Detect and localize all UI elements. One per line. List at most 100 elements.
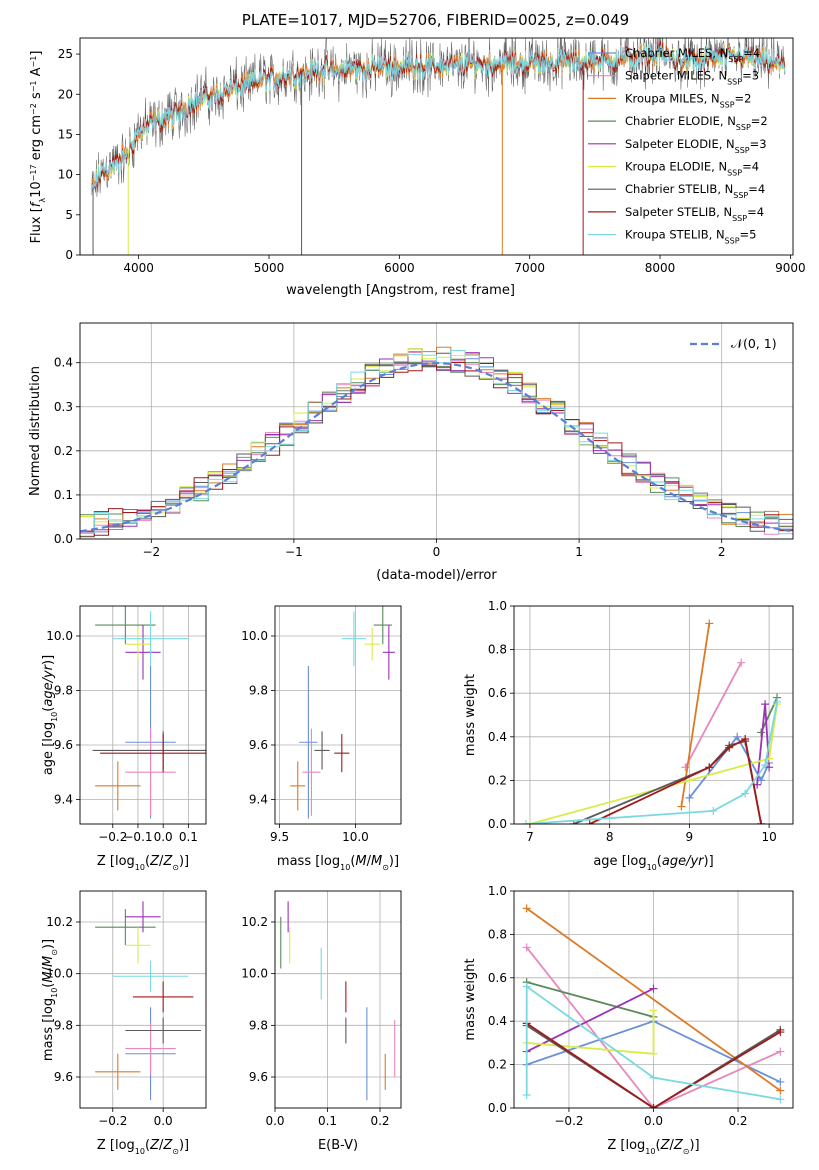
data-point (125, 1022, 176, 1075)
x-tick-label: 8 (606, 830, 614, 844)
y-tick-label: 5 (65, 208, 73, 222)
point-marker (685, 793, 694, 802)
y-tick-label: 0.2 (488, 773, 507, 787)
axes-frame: −0.2 0.0 0.2 0.0 0.2 0.4 0.6 0.8 1.0 Z [log10(Z/Z… (463, 884, 794, 1156)
age-mass-axes-xlabel: mass [log10(M/M⊙)] (277, 854, 399, 872)
plot-area (80, 346, 793, 538)
point-marker (649, 1104, 658, 1108)
data-point (95, 909, 156, 946)
point-marker (773, 697, 782, 706)
plot-area (92, 606, 206, 819)
x-tick-label: 6000 (384, 261, 415, 275)
data-point (299, 665, 318, 819)
point-marker (649, 1049, 658, 1058)
axes-frame: 9.5 10.0 9.4 9.6 9.8 10.0 mass [log10(M/M⊙)] (241, 605, 402, 872)
point-marker (776, 1028, 785, 1037)
point-marker (522, 904, 531, 913)
y-tick-label: 9.6 (249, 1070, 268, 1084)
y-tick-label: 20 (58, 87, 73, 101)
axes-box (513, 605, 794, 825)
x-tick-label: 7000 (514, 261, 545, 275)
y-tick-label: 0.3 (54, 400, 73, 414)
x-tick-label: 0.0 (154, 1114, 173, 1128)
series-line (526, 1024, 781, 1108)
y-tick-label: 0.4 (488, 1014, 507, 1028)
data-point (341, 611, 367, 666)
point-marker (677, 802, 686, 811)
weight-z-axes-xlabel: Z [log10(Z/Z⊙)] (607, 1138, 699, 1156)
point-marker (757, 728, 766, 737)
x-tick-label: 7 (526, 830, 534, 844)
axes-frame: −0.2 0.0 9.6 9.8 10.0 10.2 Z [log10(Z/Z⊙)] mass… (41, 890, 207, 1156)
series-kroupa-stelib (522, 982, 785, 1104)
y-tick-label: 9.8 (249, 683, 268, 697)
y-tick-label: 0.0 (488, 817, 507, 831)
y-tick-label: 10.0 (241, 967, 268, 981)
series-salpeter-stelib (585, 734, 766, 824)
mass-ebv-axes: 0.0 0.1 0.2 9.6 9.8 10.0 10.2 E(B-V) (241, 890, 402, 1153)
y-tick-label: 10.0 (46, 629, 73, 643)
x-tick-label: 0.1 (179, 830, 198, 844)
figure-title: PLATE=1017, MJD=52706, FIBERID=0025, z=0… (0, 11, 819, 29)
data-point (125, 728, 176, 816)
point-marker (741, 734, 750, 743)
histogram-salpeter-stelib (80, 362, 793, 536)
weight-age-axes-ylabel: mass weight (463, 674, 478, 756)
point-marker (725, 743, 734, 752)
mass-z-axes: −0.2 0.0 9.6 9.8 10.0 10.2 Z [log10(Z/Z⊙)] mass… (41, 890, 207, 1156)
data-point (100, 734, 206, 773)
x-tick-label: 10 (761, 830, 776, 844)
series-line (526, 907, 781, 1092)
weight-age-axes: 7 8 9 10 0.0 0.2 0.4 0.6 0.8 1.0 age [log10(age/yr… (463, 599, 794, 872)
point-marker (705, 763, 714, 772)
weight-age-axes-xlabel: age [log10(age/yr)] (593, 854, 713, 872)
legend-entry: Kroupa ELODIE, NSSP=4 (625, 160, 759, 178)
series-line (529, 703, 778, 824)
point-marker (709, 806, 718, 815)
series-kroupa-miles (522, 904, 785, 1095)
plot-area (521, 619, 782, 824)
y-tick-label: 0.1 (54, 488, 73, 502)
weight-z-axes-ylabel: mass weight (463, 958, 478, 1040)
axes-box (274, 890, 402, 1109)
y-tick-label: 0.4 (54, 356, 73, 370)
x-tick-label: 0.0 (154, 830, 173, 844)
y-tick-label: 9.6 (54, 738, 73, 752)
axes-box (79, 605, 207, 825)
x-tick-label: −0.2 (554, 1114, 583, 1128)
point-marker (649, 1073, 658, 1082)
age-z-axes: −0.2−0.1 0.0 0.1 9.4 9.6 9.8 10.0 Z [log10(Z/Z⊙… (41, 605, 207, 872)
spectrum-legend: Chabrier MILES, NSSP=4 Salpeter MILES, NS… (588, 46, 768, 245)
series-line (526, 1022, 781, 1108)
y-tick-label: 1.0 (488, 884, 507, 898)
y-tick-label: 0.2 (488, 1058, 507, 1072)
point-marker (776, 1077, 785, 1086)
histogram-chabrier-miles (80, 351, 793, 533)
data-point (95, 1053, 141, 1090)
y-tick-label: 0.4 (488, 730, 507, 744)
plot-area (290, 606, 395, 819)
point-marker (522, 943, 531, 952)
y-tick-label: 10.2 (241, 915, 268, 929)
y-tick-label: 9.4 (249, 792, 268, 806)
point-marker (522, 982, 531, 991)
axes-frame: 7 8 9 10 0.0 0.2 0.4 0.6 0.8 1.0 age [log10(age/yr… (463, 599, 794, 872)
point-marker (761, 700, 770, 709)
y-tick-label: 1.0 (488, 599, 507, 613)
y-tick-label: 9.8 (54, 1018, 73, 1032)
data-point (334, 734, 350, 773)
point-marker (776, 1047, 785, 1056)
series-line (526, 987, 654, 1053)
x-tick-label: 0.0 (265, 1114, 284, 1128)
series-line (526, 981, 654, 1018)
x-tick-label: 0.0 (644, 1114, 663, 1128)
x-tick-label: 0 (433, 545, 441, 559)
x-tick-label: 9000 (775, 261, 806, 275)
histogram-kroupa-stelib (80, 350, 793, 535)
plot-area (522, 904, 785, 1108)
figure-title-text: PLATE=1017, MJD=52706, FIBERID=0025, z=0… (241, 11, 630, 29)
plot-area (95, 901, 201, 1101)
point-marker (522, 1090, 531, 1099)
legend-entry: Kroupa MILES, NSSP=2 (625, 91, 752, 109)
